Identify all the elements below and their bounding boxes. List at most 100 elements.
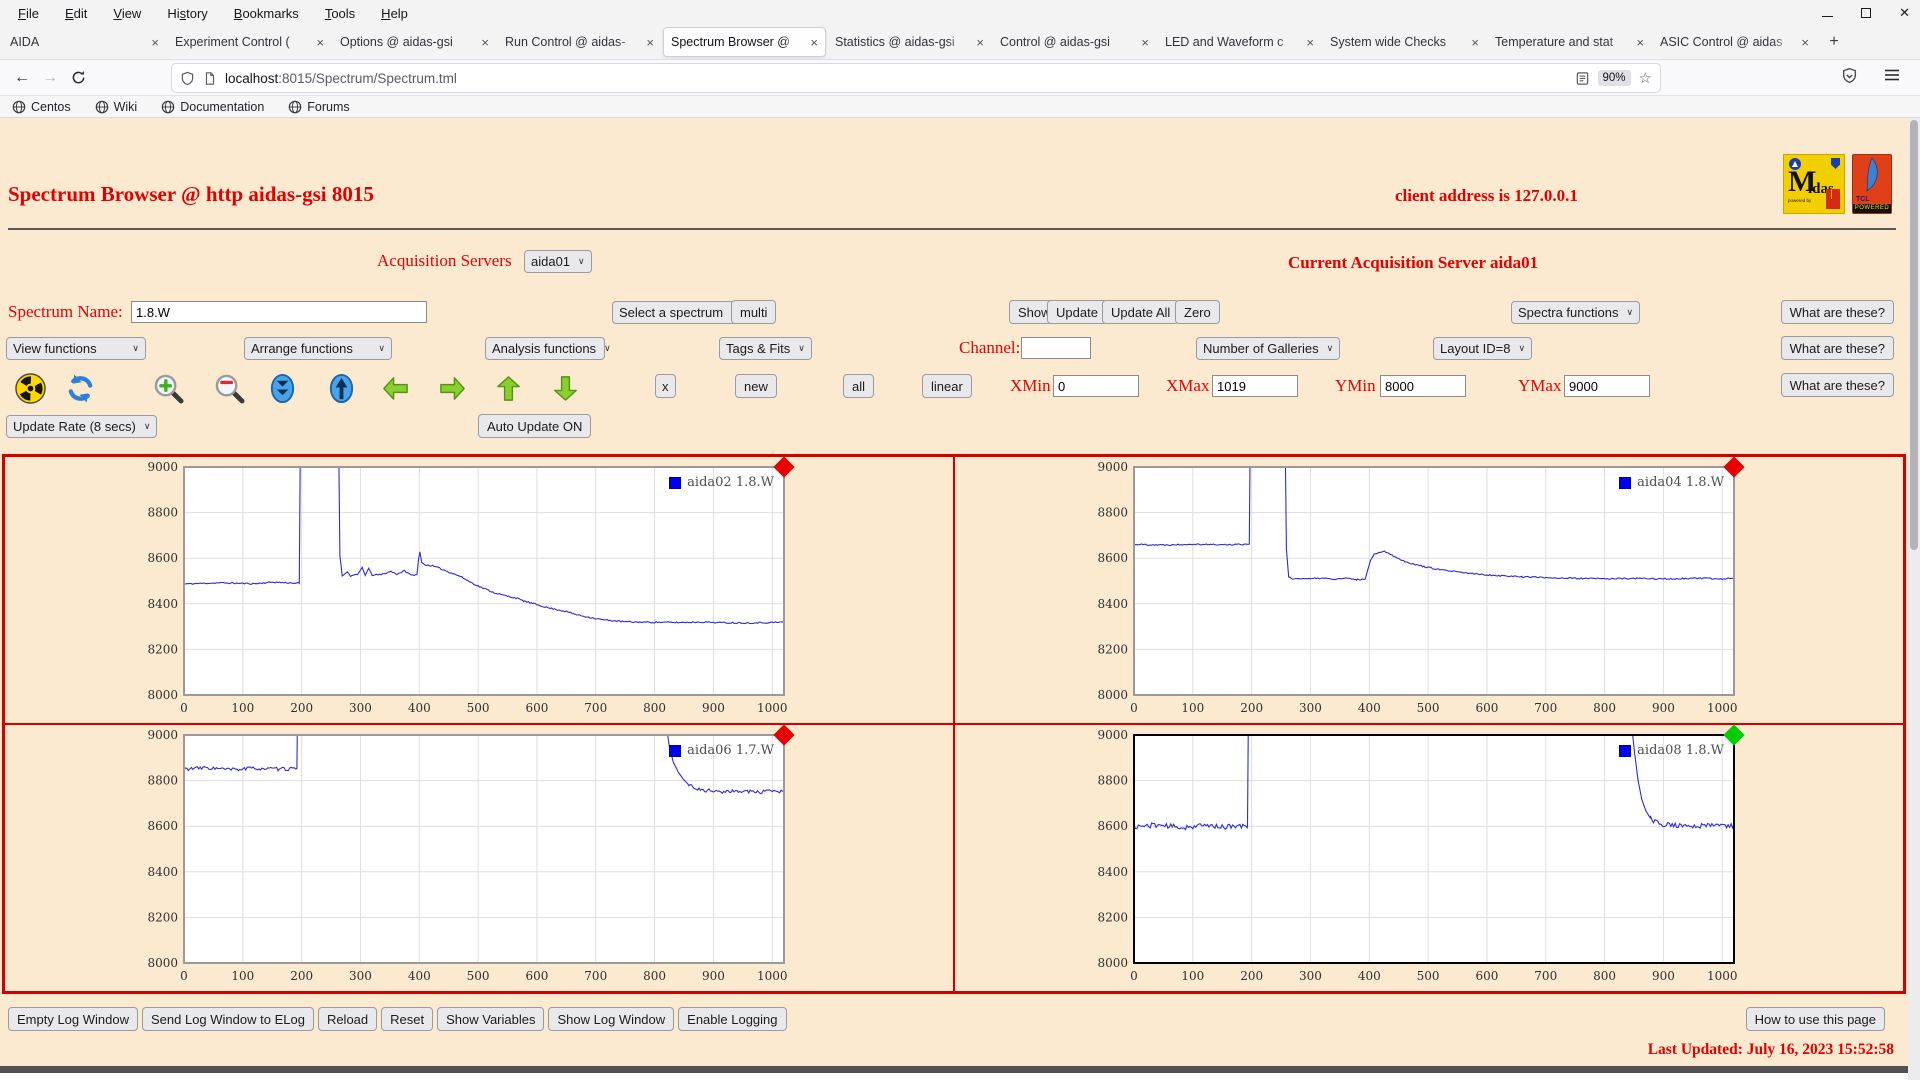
bookmark-star-icon[interactable]: ☆ [1638, 70, 1652, 87]
ymin-input[interactable] [1380, 375, 1466, 397]
tab-close-icon[interactable]: × [481, 34, 489, 50]
back-button[interactable]: ← [14, 68, 30, 86]
spectrum-name-input[interactable] [131, 301, 427, 323]
browser-tab[interactable]: Control @ aidas-gsi × [993, 27, 1156, 57]
url-text[interactable]: localhost:8015/Spectrum/Spectrum.tml [225, 70, 457, 86]
menu-view[interactable]: View [113, 5, 142, 21]
arrange-functions-dropdown[interactable]: Arrange functions ∨ [244, 337, 392, 360]
browser-tab[interactable]: Statistics @ aidas-gsi × [828, 27, 991, 57]
zoom-out-icon[interactable] [214, 373, 245, 404]
spectra-functions-dropdown[interactable]: Spectra functions ∨ [1511, 301, 1641, 324]
menu-history[interactable]: History [167, 5, 208, 21]
enable-logging-button[interactable]: Enable Logging [678, 1007, 787, 1031]
maximize-icon[interactable] [1861, 8, 1872, 18]
tab-close-icon[interactable]: × [1141, 34, 1149, 50]
layout-id-dropdown[interactable]: Layout ID=8 ∨ [1433, 337, 1533, 360]
tab-close-icon[interactable]: × [316, 34, 324, 50]
forward-button[interactable]: → [42, 68, 58, 86]
all-button[interactable]: all [843, 374, 875, 398]
scrollbar-thumb[interactable] [1910, 120, 1918, 550]
tab-close-icon[interactable]: × [810, 34, 818, 50]
pan-right-icon[interactable] [437, 373, 468, 404]
bookmark-forums[interactable]: Forums [288, 100, 350, 114]
spectrum-panel-aida06[interactable]: 8000 8200 8400 8600 8800 9000 0 100 200 300 400 500… [4, 724, 954, 992]
bookmark-centos[interactable]: Centos [12, 100, 71, 114]
what-are-these-button-1[interactable]: What are these? [1780, 300, 1894, 324]
menu-file[interactable]: File [18, 5, 39, 21]
radiation-icon[interactable] [15, 373, 46, 404]
pan-up-icon[interactable] [493, 373, 524, 404]
tab-close-icon[interactable]: × [1801, 34, 1809, 50]
analysis-functions-dropdown[interactable]: Analysis functions ∨ [485, 337, 611, 360]
browser-tab[interactable]: Temperature and stat × [1488, 27, 1651, 57]
spectrum-panel-aida08[interactable]: 8000 8200 8400 8600 8800 9000 0 100 200 300 400 500… [954, 724, 1904, 992]
xmin-input[interactable] [1053, 375, 1139, 397]
menu-hamburger-icon[interactable] [1884, 68, 1900, 87]
tab-close-icon[interactable]: × [1306, 34, 1314, 50]
select-spectrum-dropdown[interactable]: Select a spectrum∨ [612, 301, 745, 324]
show-variables-button[interactable]: Show Variables [437, 1007, 545, 1031]
tab-close-icon[interactable]: × [646, 34, 654, 50]
update-all-button[interactable]: Update All [1102, 300, 1180, 324]
x-button[interactable]: x [655, 374, 676, 398]
page-info-icon[interactable] [203, 71, 217, 86]
tab-close-icon[interactable]: × [976, 34, 984, 50]
account-shield-icon[interactable] [1841, 67, 1858, 89]
reload-button[interactable] [64, 65, 92, 91]
empty-log-window-button[interactable]: Empty Log Window [8, 1007, 138, 1031]
tab-close-icon[interactable]: × [1636, 34, 1644, 50]
auto-update-button[interactable]: Auto Update ON [478, 414, 592, 438]
spectrum-panel-aida02[interactable]: 8000 8200 8400 8600 8800 9000 0 100 200 300 400 500… [4, 456, 954, 724]
menu-tools[interactable]: Tools [324, 5, 356, 21]
ymax-input[interactable] [1564, 375, 1650, 397]
what-are-these-button-2[interactable]: What are these? [1780, 336, 1894, 360]
browser-tab[interactable]: AIDA × [3, 27, 166, 57]
new-button[interactable]: new [735, 374, 777, 398]
refresh-icon[interactable] [65, 373, 96, 404]
browser-tab[interactable]: Experiment Control (× [168, 27, 331, 57]
pan-left-icon[interactable] [380, 373, 411, 404]
url-bar[interactable]: localhost:8015/Spectrum/Spectrum.tml 90%… [172, 64, 1660, 92]
menu-bookmarks[interactable]: Bookmarks [233, 5, 299, 21]
update-rate-dropdown[interactable]: Update Rate (8 secs) ∨ [6, 415, 158, 438]
zoom-in-icon[interactable] [153, 373, 184, 404]
menu-edit[interactable]: Edit [64, 5, 88, 21]
update-button[interactable]: Update [1047, 300, 1107, 324]
browser-tab[interactable]: Spectrum Browser @ × [663, 27, 826, 57]
multi-button[interactable]: multi [731, 300, 777, 324]
how-to-use-button[interactable]: How to use this page [1745, 1007, 1885, 1031]
browser-tab[interactable]: LED and Waveform c × [1158, 27, 1321, 57]
spectrum-panel-aida04[interactable]: 8000 8200 8400 8600 8800 9000 0 100 200 300 400 500… [954, 456, 1904, 724]
browser-tab[interactable]: System wide Checks × [1323, 27, 1486, 57]
expand-vertical-icon[interactable] [326, 373, 357, 404]
channel-input[interactable] [1021, 337, 1091, 359]
xmax-input[interactable] [1212, 375, 1298, 397]
scrollbar[interactable] [1908, 118, 1920, 1080]
new-tab-button[interactable]: + [1829, 33, 1839, 50]
reset-button[interactable]: Reset [381, 1007, 434, 1031]
browser-tab[interactable]: ASIC Control @ aidas × [1653, 27, 1816, 57]
linear-button[interactable]: linear [922, 374, 972, 398]
collapse-vertical-icon[interactable] [267, 373, 298, 404]
bookmark-documentation[interactable]: Documentation [161, 100, 264, 114]
browser-tab[interactable]: Options @ aidas-gsi × [333, 27, 496, 57]
view-functions-dropdown[interactable]: View functions ∨ [6, 337, 146, 360]
zoom-level-badge[interactable]: 90% [1597, 70, 1631, 86]
tags-fits-dropdown[interactable]: Tags & Fits ∨ [719, 337, 812, 360]
zero-button[interactable]: Zero [1175, 300, 1220, 324]
tab-close-icon[interactable]: × [1471, 34, 1479, 50]
tab-close-icon[interactable]: × [151, 34, 159, 50]
number-of-galleries-dropdown[interactable]: Number of Galleries ∨ [1196, 337, 1341, 360]
reload-button[interactable]: Reload [317, 1007, 378, 1031]
browser-tab[interactable]: Run Control @ aidas- × [498, 27, 661, 57]
shield-icon[interactable] [180, 71, 195, 86]
acquisition-server-select[interactable]: aida01 ∨ [524, 250, 592, 273]
reader-mode-icon[interactable] [1575, 71, 1590, 86]
pan-down-icon[interactable] [550, 373, 581, 404]
show-log-window-button[interactable]: Show Log Window [548, 1007, 675, 1031]
menu-help[interactable]: Help [381, 5, 408, 21]
minimize-icon[interactable] [1822, 9, 1834, 17]
what-are-these-button-3[interactable]: What are these? [1780, 373, 1894, 397]
close-icon[interactable]: ✕ [1899, 5, 1910, 20]
bookmark-wiki[interactable]: Wiki [95, 100, 137, 114]
